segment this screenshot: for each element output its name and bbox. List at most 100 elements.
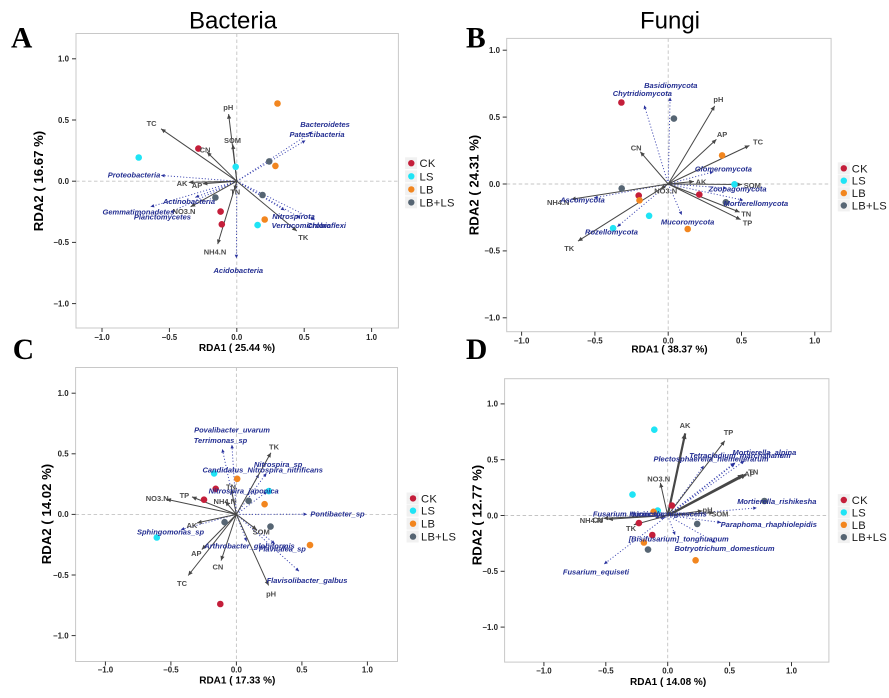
svg-text:−0.5: −0.5: [163, 665, 179, 674]
svg-text:TP: TP: [743, 218, 753, 227]
svg-text:Paraphoma_rhaphiolepidis: Paraphoma_rhaphiolepidis: [721, 520, 817, 529]
svg-text:Bacteria: Bacteria: [189, 7, 278, 34]
svg-text:−0.5: −0.5: [484, 247, 500, 256]
svg-text:Patescibacteria: Patescibacteria: [289, 130, 344, 139]
svg-text:CN: CN: [212, 562, 223, 571]
svg-text:LB+LS: LB+LS: [420, 197, 455, 209]
svg-text:NH4.N: NH4.N: [214, 497, 237, 506]
svg-text:RDA1 ( 38.37 %): RDA1 ( 38.37 %): [631, 345, 707, 356]
svg-text:Bacteroidetes: Bacteroidetes: [300, 120, 350, 129]
svg-text:0.0: 0.0: [489, 180, 501, 189]
svg-text:0.0: 0.0: [231, 665, 243, 674]
svg-text:TK: TK: [298, 233, 309, 242]
svg-text:Ascomycota: Ascomycota: [559, 196, 605, 205]
svg-text:AK: AK: [696, 177, 707, 186]
svg-text:AK: AK: [680, 421, 691, 430]
svg-text:TC: TC: [177, 579, 188, 588]
svg-text:1.0: 1.0: [58, 389, 70, 398]
svg-text:NO3.N: NO3.N: [654, 187, 677, 196]
svg-text:Planctomycetes: Planctomycetes: [134, 213, 191, 222]
svg-text:LB: LB: [420, 184, 434, 196]
svg-text:RDA2 ( 24.31 %): RDA2 ( 24.31 %): [467, 135, 482, 235]
svg-text:0.5: 0.5: [724, 667, 736, 676]
svg-text:LB+LS: LB+LS: [852, 532, 887, 544]
svg-text:0.0: 0.0: [58, 510, 70, 519]
svg-text:TK: TK: [626, 524, 637, 533]
svg-text:−0.5: −0.5: [53, 238, 69, 247]
svg-text:TP: TP: [180, 491, 190, 500]
svg-text:NO3.N: NO3.N: [146, 494, 169, 503]
svg-text:Zoopagomycota: Zoopagomycota: [708, 185, 767, 194]
svg-text:RDA1 ( 25.44 %): RDA1 ( 25.44 %): [199, 343, 275, 354]
svg-text:pH: pH: [266, 589, 276, 598]
svg-text:AP: AP: [192, 181, 202, 190]
svg-text:0.5: 0.5: [736, 336, 748, 345]
svg-text:Botryotrichum_domesticum: Botryotrichum_domesticum: [674, 544, 774, 553]
svg-text:−1.0: −1.0: [53, 631, 69, 640]
svg-text:−1.0: −1.0: [482, 623, 498, 632]
svg-text:−0.5: −0.5: [598, 667, 614, 676]
svg-text:[Bisifusarium]_tonghuanum: [Bisifusarium]_tonghuanum: [628, 534, 729, 543]
svg-text:LB: LB: [852, 188, 866, 200]
svg-text:RDA1 ( 17.33 %): RDA1 ( 17.33 %): [199, 676, 275, 687]
svg-text:CK: CK: [421, 493, 437, 505]
svg-text:Mortierella_rishikesha: Mortierella_rishikesha: [737, 497, 816, 506]
svg-text:LS: LS: [852, 507, 866, 519]
svg-text:Rozellomycota: Rozellomycota: [585, 228, 638, 237]
svg-text:CK: CK: [420, 158, 436, 170]
svg-text:Proteobacteria: Proteobacteria: [108, 171, 161, 180]
svg-text:Flavitalea_sp: Flavitalea_sp: [259, 545, 307, 554]
svg-text:C: C: [13, 334, 34, 366]
svg-text:−1.0: −1.0: [53, 299, 69, 308]
svg-text:CN: CN: [631, 144, 642, 153]
svg-text:AP: AP: [717, 130, 727, 139]
svg-text:TK: TK: [269, 442, 280, 451]
svg-text:TC: TC: [753, 137, 764, 146]
svg-text:Fungi: Fungi: [640, 7, 700, 34]
svg-text:RDA2 ( 12.77 %): RDA2 ( 12.77 %): [470, 465, 485, 565]
svg-text:AK: AK: [177, 179, 188, 188]
svg-text:Chloroflexi: Chloroflexi: [307, 221, 347, 230]
svg-text:0.5: 0.5: [58, 116, 70, 125]
svg-text:RDA2 ( 16.67 %): RDA2 ( 16.67 %): [31, 131, 46, 231]
svg-text:NO3.N: NO3.N: [647, 475, 670, 484]
svg-text:RDA1 ( 14.08 %): RDA1 ( 14.08 %): [630, 677, 706, 688]
svg-text:SOM: SOM: [711, 509, 728, 518]
svg-text:Pontibacter_sp: Pontibacter_sp: [310, 509, 365, 518]
svg-text:−1.0: −1.0: [484, 314, 500, 323]
svg-text:0.0: 0.0: [487, 511, 499, 520]
svg-text:NH4.N: NH4.N: [204, 248, 227, 257]
svg-text:−1.0: −1.0: [94, 333, 110, 342]
svg-text:−0.5: −0.5: [162, 333, 178, 342]
svg-text:pH: pH: [223, 103, 233, 112]
svg-text:SOM: SOM: [224, 136, 241, 145]
svg-text:Flavisolibacter_galbus: Flavisolibacter_galbus: [267, 576, 348, 585]
svg-text:LS: LS: [421, 506, 435, 518]
svg-text:CK: CK: [852, 163, 868, 175]
svg-text:0.5: 0.5: [489, 113, 501, 122]
svg-text:pH: pH: [713, 95, 723, 104]
svg-text:Nitrospira_japonica: Nitrospira_japonica: [209, 487, 279, 496]
svg-text:0.5: 0.5: [487, 456, 499, 465]
svg-text:RDA2 ( 14.02 %): RDA2 ( 14.02 %): [39, 464, 54, 564]
svg-text:TC: TC: [147, 119, 158, 128]
svg-text:Candidatus_Nitrospira_nitrific: Candidatus_Nitrospira_nitrificans: [202, 466, 322, 475]
svg-text:AP: AP: [744, 469, 754, 478]
svg-text:TK: TK: [564, 244, 575, 253]
svg-text:Mortierella_alpina: Mortierella_alpina: [733, 448, 797, 457]
svg-text:Chytridiomycota: Chytridiomycota: [613, 89, 672, 98]
svg-text:D: D: [466, 334, 487, 366]
svg-text:Povalibacter_uvarum: Povalibacter_uvarum: [194, 425, 270, 434]
svg-text:Nitrospirota: Nitrospirota: [272, 212, 315, 221]
svg-text:−0.5: −0.5: [482, 567, 498, 576]
svg-text:TN: TN: [230, 188, 240, 197]
svg-text:Sphingomonas_sp: Sphingomonas_sp: [137, 527, 205, 536]
svg-text:Mortierellomycota: Mortierellomycota: [724, 199, 789, 208]
svg-text:A: A: [11, 22, 33, 54]
svg-text:1.0: 1.0: [489, 46, 501, 55]
svg-text:Fusarium_equiseti: Fusarium_equiseti: [563, 567, 630, 576]
svg-text:Humicola_nigrescens: Humicola_nigrescens: [629, 510, 707, 519]
svg-text:0.5: 0.5: [58, 450, 70, 459]
svg-text:0.5: 0.5: [299, 333, 311, 342]
svg-text:LB+LS: LB+LS: [852, 201, 887, 213]
